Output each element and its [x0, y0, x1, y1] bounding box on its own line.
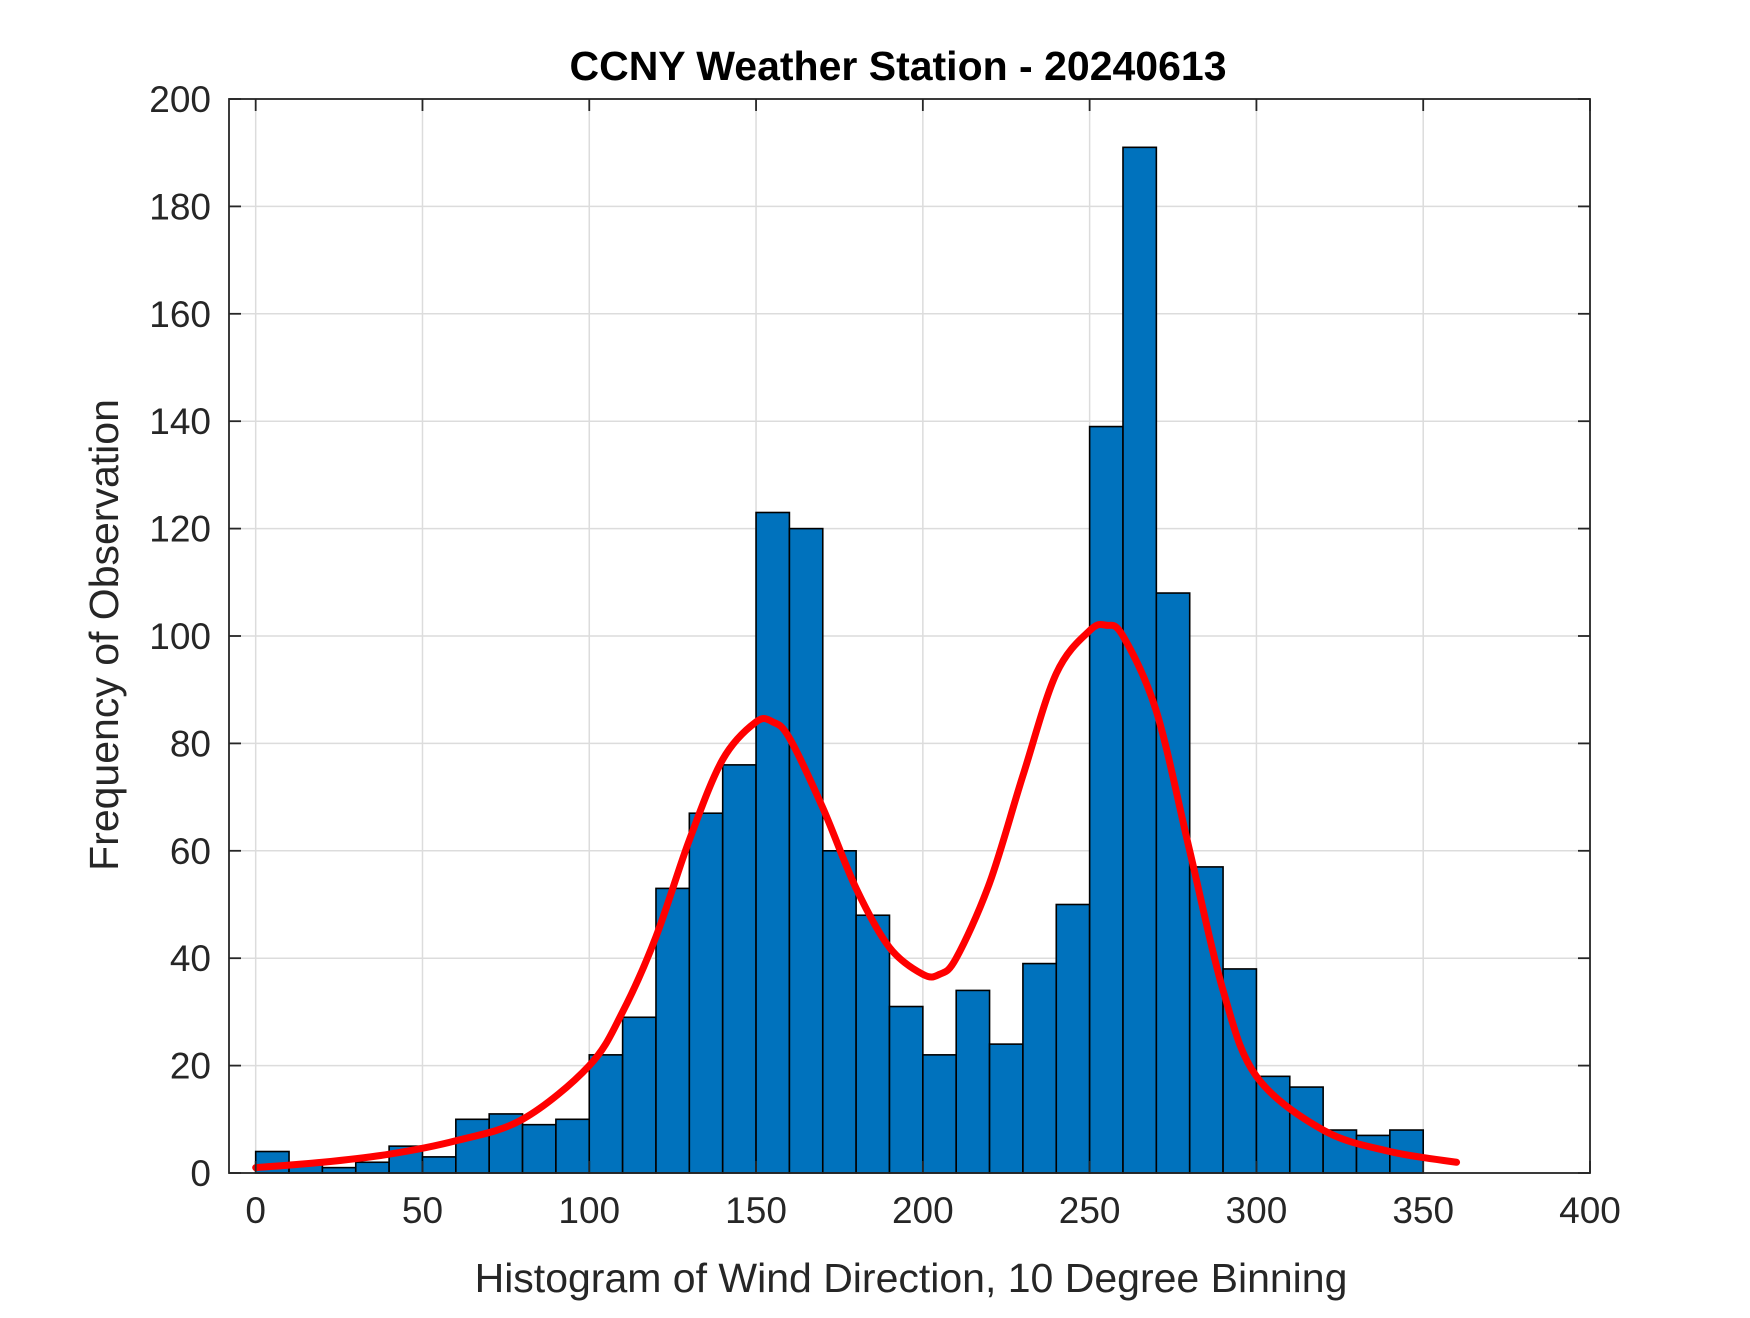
- x-tick-label: 50: [402, 1190, 443, 1231]
- y-tick-label: 180: [149, 186, 211, 227]
- x-tick-label: 200: [892, 1190, 954, 1231]
- histogram-bar: [421, 1156, 457, 1174]
- y-tick-label: 60: [170, 831, 211, 872]
- histogram-bar: [1355, 1134, 1391, 1174]
- grid-lines: [229, 98, 1591, 1174]
- x-tick-label: 0: [245, 1190, 266, 1231]
- x-tick-label: 100: [558, 1190, 620, 1231]
- tick-labels: 0 50 100 150 200 250 300 350 400 0 20 40 60 80 100 120 1…: [149, 79, 1621, 1231]
- x-axis-label: Histogram of Wind Direction, 10 Degree B…: [475, 1255, 1348, 1301]
- y-tick-label: 160: [149, 294, 211, 335]
- histogram-bar: [821, 849, 857, 1174]
- histogram-bar: [1088, 425, 1124, 1174]
- y-tick-label: 100: [149, 616, 211, 657]
- x-tick-label: 350: [1392, 1190, 1454, 1231]
- histogram-bar: [621, 1016, 657, 1174]
- histogram-bar: [588, 1054, 624, 1174]
- y-tick-label: 80: [170, 723, 211, 764]
- histogram-bar: [1155, 592, 1191, 1174]
- x-tick-label: 400: [1559, 1190, 1621, 1231]
- histogram-bar: [1022, 962, 1058, 1174]
- y-tick-label: 40: [170, 938, 211, 979]
- histogram-bar: [855, 914, 891, 1174]
- histogram-bar: [1055, 903, 1091, 1174]
- x-tick-label: 300: [1226, 1190, 1288, 1231]
- histogram-bar: [788, 527, 824, 1174]
- x-tick-label: 250: [1059, 1190, 1121, 1231]
- y-tick-label: 0: [190, 1153, 211, 1194]
- histogram-bar: [922, 1054, 958, 1174]
- y-tick-label: 20: [170, 1046, 211, 1087]
- histogram-bar: [354, 1161, 390, 1174]
- y-tick-label: 200: [149, 79, 211, 120]
- histogram-bar: [755, 511, 791, 1174]
- histogram-bar: [955, 989, 991, 1174]
- histogram-bar: [521, 1123, 557, 1174]
- fit-curve-line: [252, 620, 1461, 1172]
- histogram-bar: [455, 1118, 490, 1174]
- y-tick-label: 140: [149, 401, 211, 442]
- fit-curve-layer: [252, 620, 1461, 1172]
- histogram-bar: [721, 764, 757, 1174]
- axes-frame: [228, 98, 1591, 1174]
- y-axis-label: Frequency of Observation: [81, 399, 127, 871]
- chart-title: CCNY Weather Station - 20240613: [569, 43, 1226, 89]
- histogram-bar: [688, 812, 724, 1174]
- y-tick-label: 120: [149, 509, 211, 550]
- x-tick-label: 150: [725, 1190, 787, 1231]
- histogram-bar: [888, 1005, 924, 1174]
- histogram-bar: [555, 1118, 591, 1174]
- histogram-bar: [988, 1043, 1024, 1174]
